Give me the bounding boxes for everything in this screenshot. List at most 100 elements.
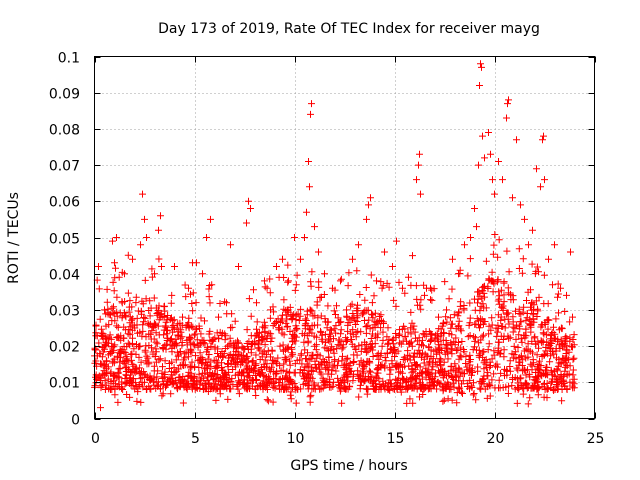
data-point: [254, 329, 262, 337]
data-point: [153, 340, 161, 348]
data-point: [421, 291, 428, 299]
data-point: [134, 385, 142, 393]
data-point: [124, 289, 132, 297]
data-point: [240, 345, 248, 353]
data-point: [507, 290, 514, 298]
data-point: [509, 194, 516, 202]
data-point: [392, 349, 400, 357]
data-point: [563, 361, 571, 369]
data-point: [554, 385, 562, 393]
data-point: [131, 369, 139, 377]
data-point: [529, 226, 536, 234]
data-point: [303, 208, 310, 216]
data-point: [173, 324, 181, 332]
data-point: [367, 368, 374, 376]
data-point: [234, 385, 242, 393]
data-point: [503, 114, 510, 122]
data-point: [292, 322, 300, 330]
data-point: [171, 263, 178, 270]
data-point: [125, 326, 133, 333]
data-point: [210, 356, 218, 364]
data-point: [111, 310, 119, 318]
data-point: [308, 329, 316, 337]
data-point: [474, 299, 481, 307]
data-point: [417, 190, 424, 198]
data-point: [500, 353, 508, 361]
data-point: [550, 350, 558, 358]
data-point: [495, 338, 503, 346]
data-point: [495, 236, 503, 244]
data-point: [279, 255, 286, 263]
data-point: [369, 330, 376, 338]
data-point: [385, 385, 393, 393]
data-point: [535, 293, 543, 301]
data-point: [172, 356, 180, 364]
data-point: [392, 375, 400, 383]
data-point: [480, 365, 488, 373]
data-point: [560, 340, 568, 348]
data-point: [252, 392, 260, 399]
data-point: [522, 332, 530, 340]
data-point: [327, 332, 335, 340]
data-point: [332, 329, 340, 337]
data-point: [345, 269, 353, 277]
data-point: [249, 358, 257, 366]
data-point: [293, 271, 301, 279]
data-point: [476, 324, 483, 332]
data-point: [357, 347, 365, 355]
data-point: [92, 371, 100, 379]
data-point: [547, 384, 555, 392]
data-point: [126, 393, 134, 401]
data-point: [451, 341, 459, 349]
data-point: [499, 176, 506, 184]
data-point: [494, 253, 502, 261]
data-point: [485, 129, 492, 136]
data-point: [504, 100, 511, 108]
data-point: [241, 384, 249, 392]
data-point: [358, 367, 366, 375]
data-point: [314, 321, 322, 329]
data-point: [367, 194, 374, 202]
data-point: [243, 219, 250, 227]
data-point: [344, 385, 352, 393]
data-point: [297, 351, 305, 359]
data-point: [528, 260, 536, 268]
data-point: [509, 296, 517, 304]
data-point: [179, 373, 187, 380]
data-point: [253, 318, 261, 326]
data-point: [488, 376, 496, 384]
data-point: [409, 252, 416, 260]
data-point: [517, 352, 525, 360]
data-point: [475, 353, 483, 361]
data-point: [145, 360, 153, 368]
data-point: [524, 288, 532, 296]
data-point: [469, 391, 477, 399]
data-point: [534, 369, 542, 376]
data-point: [161, 368, 169, 376]
data-point: [336, 387, 344, 395]
data-point: [480, 348, 488, 356]
data-point: [350, 358, 358, 365]
data-point: [139, 327, 147, 335]
data-point: [343, 306, 350, 314]
data-point: [114, 323, 122, 331]
data-point: [141, 346, 149, 354]
data-point: [389, 335, 397, 343]
data-point: [311, 342, 319, 350]
data-point: [442, 313, 450, 321]
data-point: [261, 356, 269, 364]
data-point: [409, 367, 417, 375]
data-point: [203, 234, 210, 241]
data-point: [482, 257, 490, 265]
data-point: [344, 377, 352, 385]
data-point: [382, 357, 390, 365]
data-point: [115, 365, 123, 373]
data-point: [369, 314, 377, 322]
data-point: [178, 333, 186, 341]
data-point: [434, 378, 442, 386]
data-point: [234, 339, 242, 347]
data-point: [484, 346, 492, 354]
data-point: [222, 371, 230, 378]
data-point: [413, 361, 421, 369]
data-point: [207, 342, 215, 350]
